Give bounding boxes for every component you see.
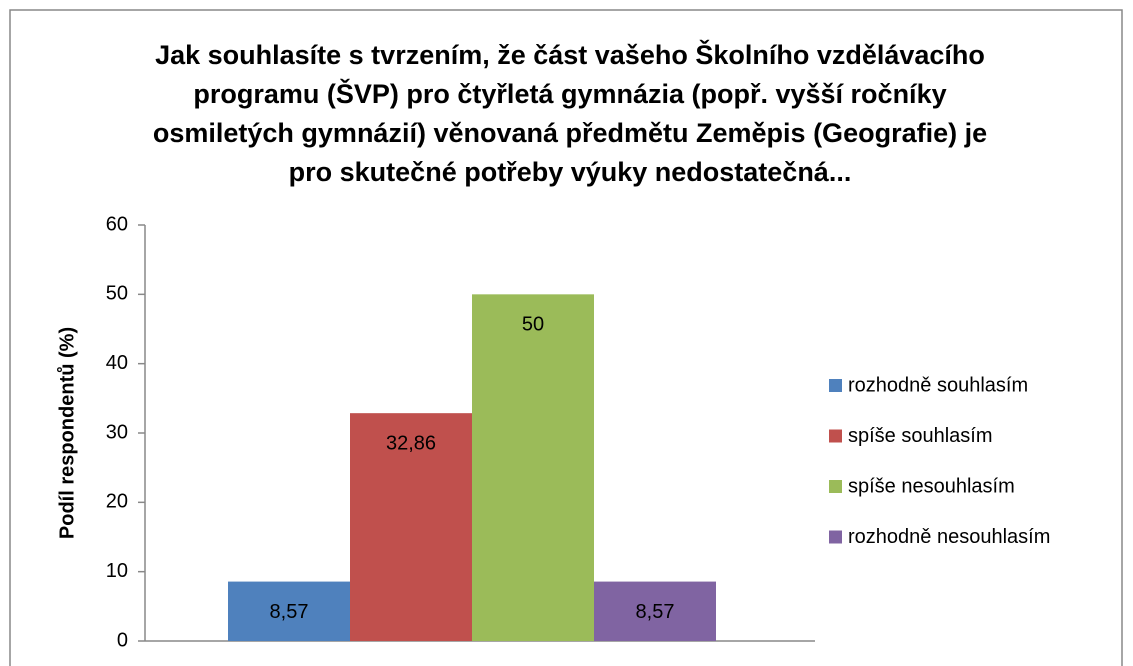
y-tick-label: 0 — [117, 629, 128, 651]
bar — [472, 294, 594, 641]
bar — [228, 581, 350, 641]
y-tick-label: 30 — [106, 421, 128, 443]
legend-label: rozhodně nesouhlasím — [848, 526, 1050, 548]
legend-swatch — [829, 429, 842, 443]
y-axis-label: Podíl respondentů (%) — [56, 327, 78, 539]
y-tick-label: 40 — [106, 352, 128, 374]
y-tick-label: 50 — [106, 283, 128, 305]
data-label: 8,57 — [270, 601, 309, 623]
y-tick-label: 20 — [106, 491, 128, 513]
legend-label: spíše nesouhlasím — [848, 475, 1015, 497]
legend-swatch — [829, 480, 842, 493]
chart-title: Jak souhlasíte s tvrzením, že část vašeh… — [152, 40, 988, 187]
chart-border — [9, 9, 1123, 666]
legend-swatch — [829, 530, 842, 544]
bar — [594, 581, 716, 641]
bar — [350, 413, 472, 641]
legend-label: rozhodně souhlasím — [848, 374, 1028, 396]
legend-label: spíše souhlasím — [848, 425, 993, 447]
y-tick-label: 60 — [106, 213, 128, 235]
data-label: 50 — [522, 314, 544, 336]
y-tick-label: 10 — [106, 560, 128, 582]
data-label: 32,86 — [386, 432, 436, 454]
legend-swatch — [829, 379, 842, 392]
data-label: 8,57 — [636, 601, 675, 623]
